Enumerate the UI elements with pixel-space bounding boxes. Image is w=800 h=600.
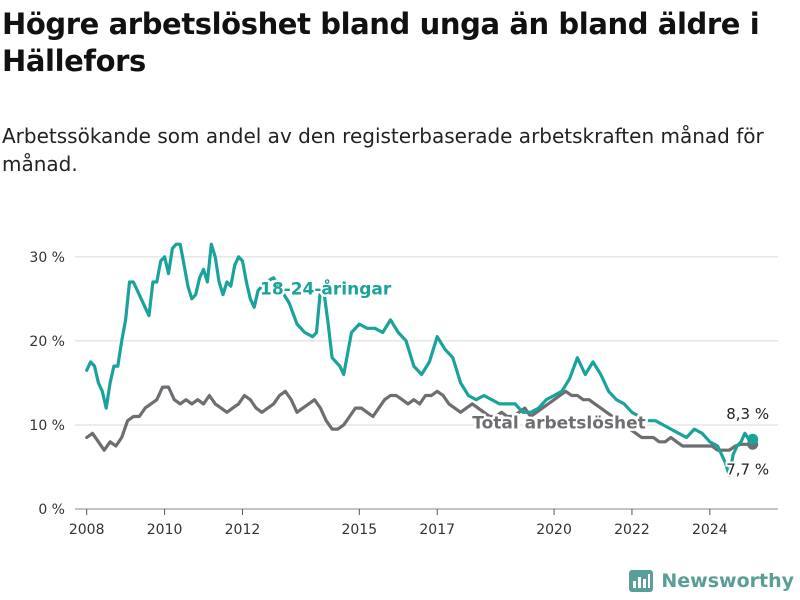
x-tick-label: 2010	[147, 522, 183, 538]
end-value-label: 7,7 %	[726, 460, 769, 478]
series-line	[85, 242, 755, 477]
series-lines	[85, 242, 759, 477]
x-axis: 2008 2010 2012 2015 2017 2020 2022 2024	[69, 509, 728, 538]
chart-title: Högre arbetslöshet bland unga än bland ä…	[2, 7, 760, 78]
series-label: 18-24-åringar	[260, 278, 392, 300]
y-tick-label: 30 %	[29, 250, 65, 266]
x-tick-label: 2024	[692, 522, 728, 538]
gridlines: 0 % 10 % 20 % 30 %	[29, 250, 778, 518]
end-value-label: 8,3 %	[726, 405, 769, 423]
x-tick-label: 2022	[614, 522, 650, 538]
series-line	[85, 385, 755, 452]
newsworthy-logo-icon	[629, 570, 654, 592]
series-label: Total arbetslöshet	[472, 413, 646, 433]
y-tick-label: 10 %	[29, 418, 65, 434]
x-tick-label: 2017	[419, 522, 455, 538]
series-labels: 18-24-åringar Total arbetslöshet 8,3 % 7,7 …	[258, 275, 772, 480]
brand-name: Newsworthy	[661, 570, 794, 592]
x-tick-label: 2012	[225, 522, 261, 538]
chart-subtitle: Arbetssökande som andel av den registerb…	[2, 124, 764, 176]
y-tick-label: 0 %	[38, 502, 65, 518]
y-tick-label: 20 %	[29, 334, 65, 350]
newsworthy-logo: Newsworthy	[629, 570, 794, 592]
series-end-point	[747, 433, 759, 445]
x-tick-label: 2015	[341, 522, 377, 538]
x-tick-label: 2020	[536, 522, 572, 538]
x-tick-label: 2008	[69, 522, 105, 538]
